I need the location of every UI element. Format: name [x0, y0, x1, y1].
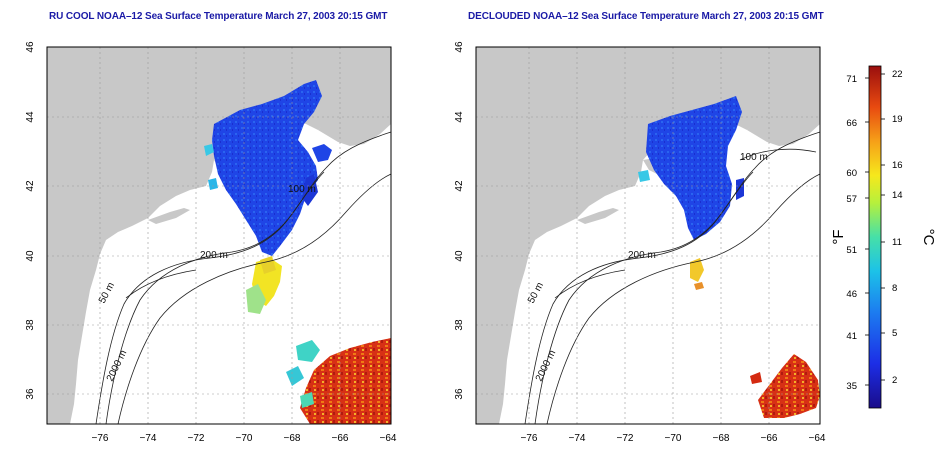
- right-x-tick: −74: [569, 433, 586, 444]
- right-contour-label-100m: 100 m: [740, 152, 768, 163]
- right-x-tick: −70: [665, 433, 682, 444]
- right-y-tick-labels: 46 44 42 40 38 36: [454, 41, 465, 400]
- left-y-tick: 46: [25, 41, 36, 53]
- left-y-tick: 42: [25, 180, 36, 192]
- left-y-tick: 36: [25, 388, 36, 400]
- colorbar-unit-celsius: °C: [920, 229, 937, 246]
- colorbar-f-tick: 66: [846, 118, 857, 129]
- left-bathymetry-contours: [95, 131, 392, 425]
- left-y-tick: 38: [25, 319, 36, 331]
- right-grid: [476, 47, 820, 424]
- left-x-tick-labels: −76 −74 −72 −70 −68 −66 −64: [92, 433, 397, 444]
- right-x-tick-labels: −76 −74 −72 −70 −68 −66 −64: [521, 433, 826, 444]
- right-x-tick: −66: [761, 433, 778, 444]
- right-y-tick: 38: [454, 319, 465, 331]
- right-y-tick: 42: [454, 180, 465, 192]
- colorbar-gradient: [868, 65, 882, 409]
- left-y-tick: 40: [25, 250, 36, 262]
- colorbar-f-tick: 60: [846, 168, 857, 179]
- right-x-tick: −64: [809, 433, 826, 444]
- left-y-tick-labels: 46 44 42 40 38 36: [25, 41, 36, 400]
- left-grid: [47, 47, 391, 424]
- left-x-tick: −66: [332, 433, 349, 444]
- colorbar-fahrenheit-ticks: 71 66 60 57 51 46 41 35: [846, 74, 857, 392]
- right-x-tick: −68: [713, 433, 730, 444]
- colorbar-f-tick: 71: [846, 74, 857, 85]
- left-x-tick: −76: [92, 433, 109, 444]
- right-y-tick: 36: [454, 388, 465, 400]
- right-sst-data: [638, 96, 820, 418]
- left-contour-label-100m: 100 m: [288, 184, 316, 195]
- left-map-frame: [46, 46, 392, 425]
- colorbar-c-tick: 8: [892, 283, 897, 294]
- left-x-tick: −64: [380, 433, 397, 444]
- right-map-panel: 200 m 100 m 50 m 2000 m −76 −74 −72 −70 …: [454, 41, 826, 444]
- left-contour-label-200m: 200 m: [200, 250, 228, 261]
- colorbar-c-tick: 5: [892, 328, 897, 339]
- colorbar-c-tick: 11: [892, 237, 902, 248]
- right-y-tick: 44: [454, 111, 465, 123]
- colorbar-f-tick: 46: [846, 289, 857, 300]
- colorbar-c-tick: 19: [892, 114, 903, 125]
- left-x-tick: −70: [236, 433, 253, 444]
- colorbar-c-tick: 14: [892, 190, 903, 201]
- right-y-tick: 40: [454, 250, 465, 262]
- colorbar-f-tick: 57: [846, 194, 857, 205]
- right-y-tick: 46: [454, 41, 465, 53]
- colorbar-unit-fahrenheit: °F: [830, 229, 847, 244]
- temperature-colorbar: 71 66 60 57 51 46 41 35 22 19 16 14 11 8…: [830, 65, 937, 409]
- colorbar-tick-marks: [865, 73, 885, 386]
- left-map-panel: 200 m 100 m 50 m 2000 m −76 −74 −72 −70 …: [25, 41, 397, 444]
- left-x-tick: −74: [140, 433, 157, 444]
- colorbar-c-tick: 2: [892, 375, 897, 386]
- right-panel-title: DECLOUDED NOAA–12 Sea Surface Temperatur…: [468, 11, 824, 22]
- left-sst-data: [204, 80, 391, 424]
- left-x-tick: −68: [284, 433, 301, 444]
- colorbar-f-tick: 35: [846, 381, 857, 392]
- right-contour-label-200m: 200 m: [628, 250, 656, 261]
- colorbar-c-tick: 22: [892, 69, 903, 80]
- colorbar-c-tick: 16: [892, 160, 903, 171]
- colorbar-f-tick: 41: [846, 331, 857, 342]
- left-panel-title: RU COOL NOAA–12 Sea Surface Temperature …: [49, 11, 388, 22]
- left-y-tick: 44: [25, 111, 36, 123]
- left-x-tick: −72: [188, 433, 205, 444]
- colorbar-f-tick: 51: [846, 245, 857, 256]
- colorbar-celsius-ticks: 22 19 16 14 11 8 5 2: [892, 69, 903, 386]
- right-x-tick: −72: [617, 433, 634, 444]
- right-bathymetry-contours: [524, 131, 821, 425]
- right-x-tick: −76: [521, 433, 538, 444]
- right-map-frame: [475, 46, 821, 425]
